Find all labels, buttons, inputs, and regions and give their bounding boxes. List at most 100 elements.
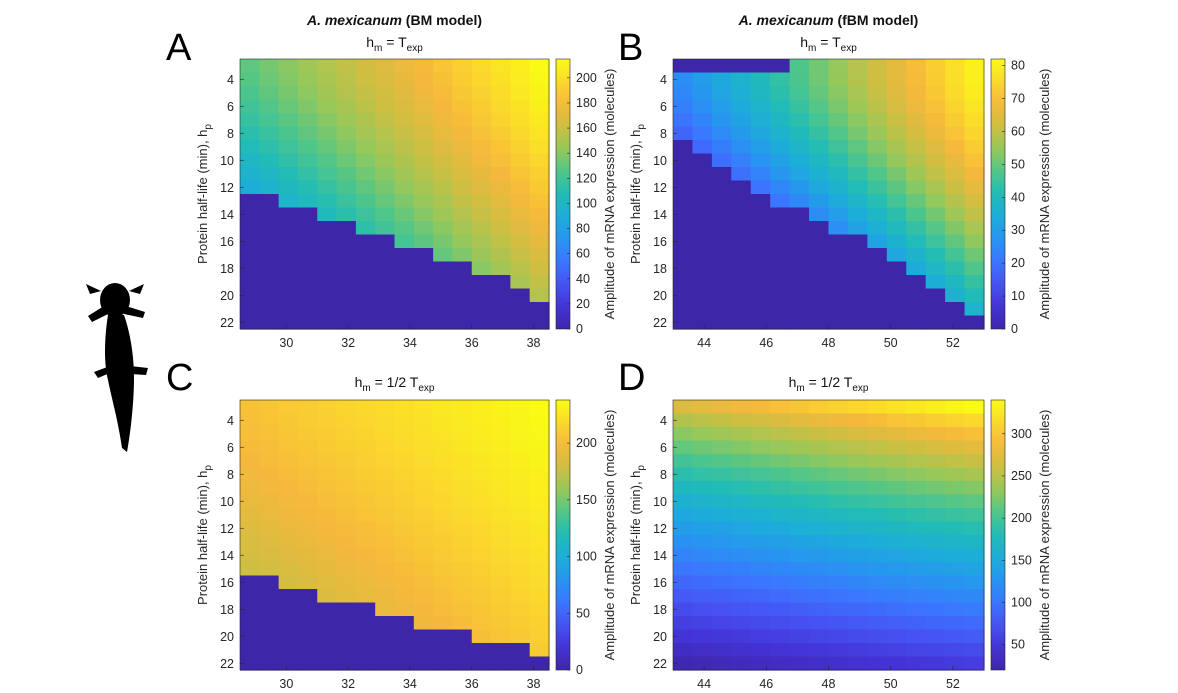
heatmap-cell — [259, 413, 280, 428]
heatmap-cell — [867, 562, 888, 577]
heatmap-cell — [886, 153, 907, 168]
heatmap-cell — [394, 207, 415, 222]
heatmap-cell — [413, 288, 434, 303]
heatmap-cell — [886, 234, 907, 249]
heatmap-cell — [945, 548, 966, 563]
heatmap-cell — [529, 248, 550, 263]
heatmap-cell — [240, 575, 260, 590]
heatmap-cell — [278, 167, 299, 182]
colorbar-tick-label: 200 — [576, 436, 597, 450]
heatmap-cell — [240, 413, 260, 428]
heatmap-cell — [297, 86, 318, 101]
heatmap-cell — [240, 643, 260, 658]
heatmap-cell — [510, 113, 531, 128]
heatmap-cell — [750, 180, 771, 195]
heatmap-cell — [809, 99, 830, 114]
heatmap-cell — [355, 629, 376, 644]
heatmap-cell — [828, 99, 849, 114]
heatmap-cell — [945, 140, 966, 155]
y-tick-label: 16 — [653, 576, 667, 590]
heatmap-cell — [692, 194, 713, 209]
heatmap-cell — [906, 521, 927, 536]
x-tick-label: 36 — [465, 336, 479, 350]
heatmap-cell — [770, 153, 791, 168]
heatmap-cell — [491, 207, 511, 222]
heatmap-cell — [711, 616, 732, 631]
heatmap-cell — [789, 221, 810, 236]
colorbar-label: Amplitude of mRNA expression (molecules) — [1037, 69, 1052, 320]
heatmap-cell — [278, 589, 299, 604]
heatmap-cell — [770, 167, 791, 182]
heatmap-cell — [964, 221, 985, 236]
heatmap-cell — [240, 248, 260, 263]
heatmap-cell — [297, 467, 318, 482]
heatmap-cell — [770, 72, 791, 87]
heatmap-cell — [809, 602, 830, 617]
heatmap-cell — [240, 521, 260, 536]
heatmap-cell — [673, 481, 694, 496]
heatmap-cell — [413, 656, 434, 671]
heatmap-cell — [847, 234, 868, 249]
heatmap-cell — [673, 575, 694, 590]
heatmap-cell — [673, 302, 694, 317]
heatmap-cell — [906, 589, 927, 604]
heatmap-cell — [847, 288, 868, 303]
heatmap-cell — [731, 275, 752, 290]
heatmap-cell — [491, 508, 511, 523]
heatmap-cell — [452, 234, 473, 249]
heatmap-cell — [711, 508, 732, 523]
heatmap-cell — [355, 167, 376, 182]
heatmap-cell — [491, 315, 511, 330]
panel-letter-c: C — [166, 357, 193, 399]
heatmap-cell — [452, 629, 473, 644]
heatmap-cell — [925, 643, 946, 658]
heatmap-cell — [336, 575, 357, 590]
heatmap-cell — [510, 261, 531, 276]
heatmap-panel-a: 4 6 8 10 12 14 16 18 20 22 30 32 34 36 38 Protein half-… — [195, 12, 617, 350]
heatmap-cell — [945, 126, 966, 141]
heatmap-cell — [750, 59, 771, 74]
heatmap-cell — [510, 562, 531, 577]
heatmap-cell — [711, 194, 732, 209]
heatmap-cell — [867, 602, 888, 617]
colorbar-tick-label: 80 — [576, 222, 590, 236]
heatmap-cell — [375, 400, 396, 415]
heatmap-cell — [964, 99, 985, 114]
heatmap-cell — [491, 275, 511, 290]
heatmap-cell — [278, 535, 299, 550]
heatmap-cell — [925, 194, 946, 209]
heatmap-cell — [317, 481, 338, 496]
heatmap-cell — [692, 180, 713, 195]
heatmap-cell — [317, 86, 338, 101]
heatmap-cell — [673, 275, 694, 290]
heatmap-cell — [906, 86, 927, 101]
heatmap-cell — [471, 548, 492, 563]
heatmap-cell — [510, 616, 531, 631]
heatmap-cell — [789, 656, 810, 671]
heatmap-cell — [711, 113, 732, 128]
heatmap-cell — [413, 589, 434, 604]
heatmap-cell — [471, 508, 492, 523]
x-tick-label: 46 — [759, 336, 773, 350]
heatmap-cell — [394, 575, 415, 590]
heatmap-cell — [789, 167, 810, 182]
heatmap-cell — [259, 221, 280, 236]
heatmap-cell — [394, 221, 415, 236]
heatmap-cell — [355, 86, 376, 101]
heatmap-cell — [847, 656, 868, 671]
heatmap-cell — [278, 467, 299, 482]
heatmap-cell — [847, 494, 868, 509]
heatmap-cell — [673, 86, 694, 101]
heatmap-cell — [789, 261, 810, 276]
heatmap-cell — [867, 261, 888, 276]
heatmap-cell — [471, 616, 492, 631]
heatmap-cell — [692, 248, 713, 263]
heatmap-cell — [529, 234, 550, 249]
y-tick-label: 8 — [660, 127, 667, 141]
heatmap-cell — [433, 275, 454, 290]
heatmap-cell — [906, 153, 927, 168]
heatmap-cell — [491, 167, 511, 182]
heatmap-cell — [828, 481, 849, 496]
heatmap-cell — [711, 643, 732, 658]
heatmap-cell — [394, 126, 415, 141]
